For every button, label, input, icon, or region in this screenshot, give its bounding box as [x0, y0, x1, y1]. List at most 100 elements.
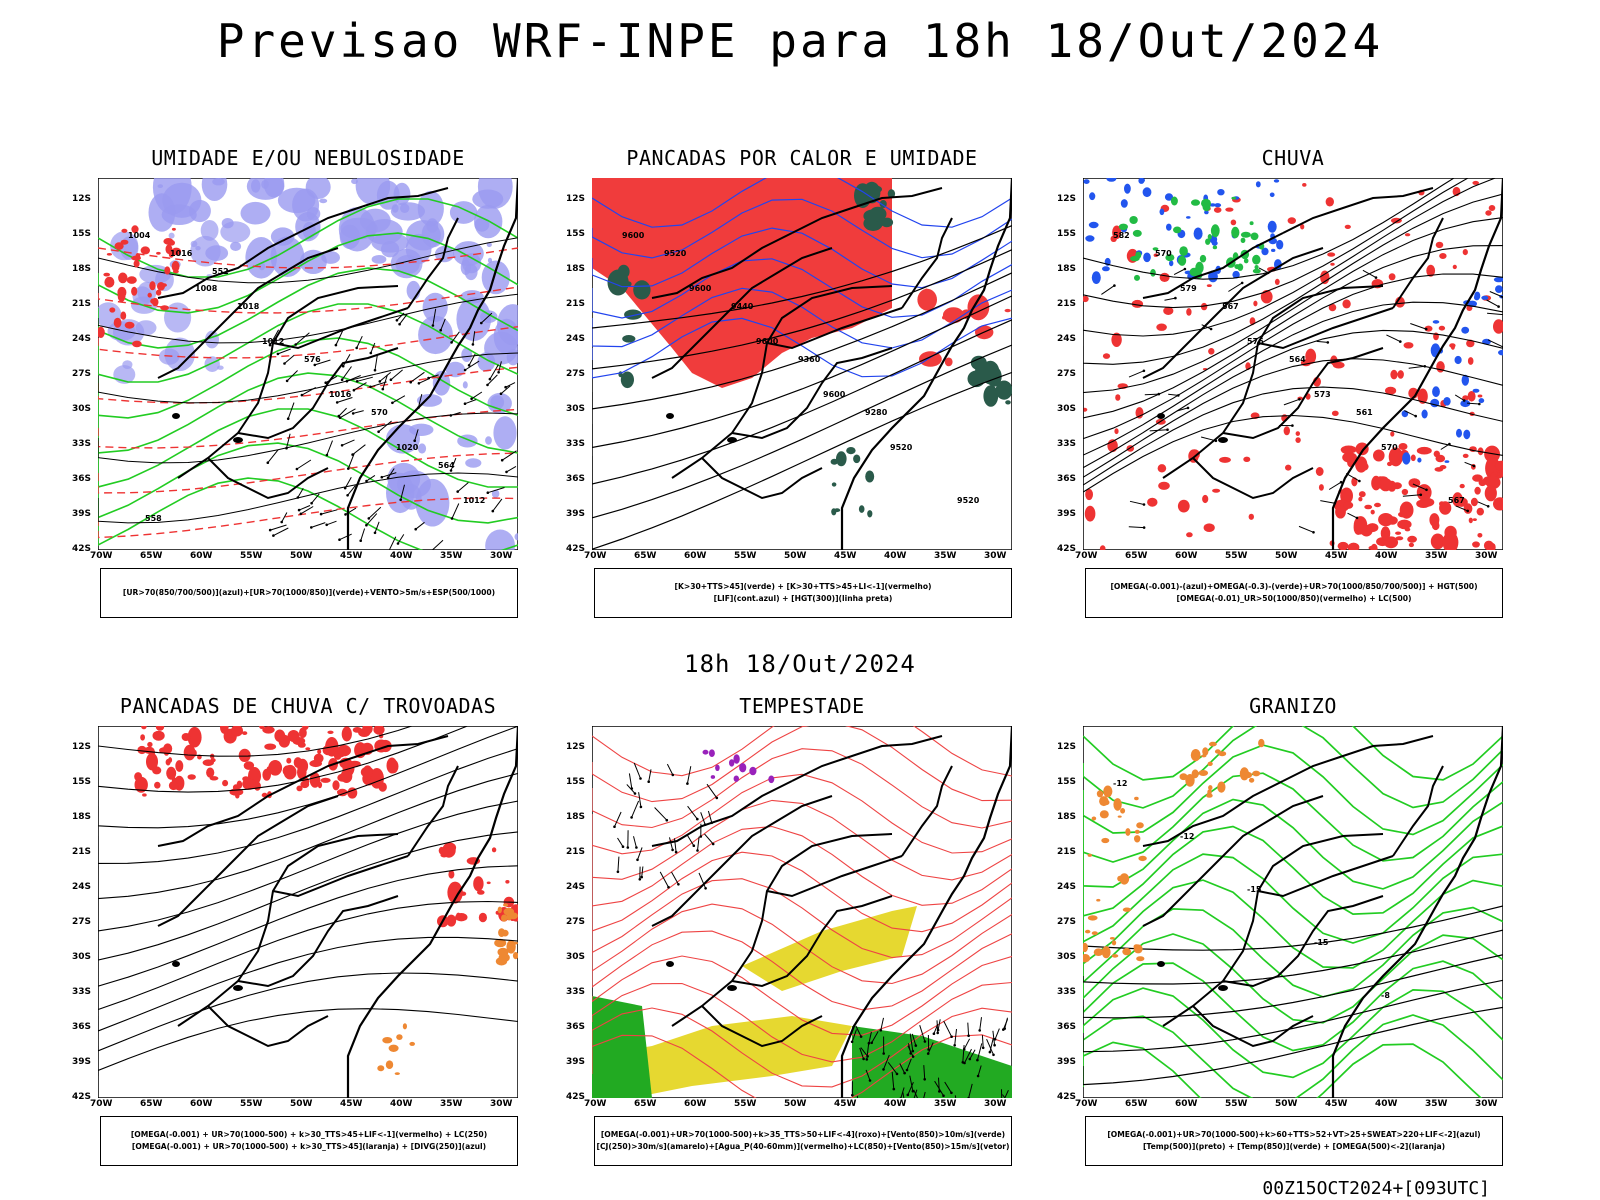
forecast-time-label: 18h 18/Out/2024 [684, 650, 916, 678]
contour-label: 1008 [195, 284, 218, 293]
lat-tick-label: 39S [566, 1057, 586, 1067]
lat-tick-label: 36S [72, 1022, 92, 1032]
lon-tick-label: 35W [440, 551, 463, 561]
contour-label: -15 [1247, 885, 1262, 894]
contour-label: 570 [1381, 443, 1398, 452]
contour-label: 9520 [890, 443, 913, 452]
lat-tick-label: 12S [1057, 194, 1077, 204]
lat-tick-label: 18S [72, 264, 92, 274]
lat-tick-label: 24S [566, 334, 586, 344]
lat-tick-label: 30S [72, 952, 92, 962]
lat-tick-label: 18S [1057, 812, 1077, 822]
forecast-map-2: 9600 9600 9600 9600 9520 9520 9520 9440 9360 9280 [592, 178, 1012, 550]
legend-line: [CJ(250)>30m/s](amarelo)+[Agua_P(40-60mm… [596, 1142, 1010, 1151]
lon-tick-label: 60W [684, 1099, 707, 1109]
lon-tick-label: 50W [290, 1099, 313, 1109]
lon-tick-label: 50W [1275, 551, 1298, 561]
map-canvas: -12 -12 -15 -15 -8 [1083, 726, 1503, 1098]
panel-title: PANCADAS DE CHUVA C/ TROVOADAS [119, 694, 497, 718]
lon-tick-label: 45W [834, 551, 857, 561]
contour-label: 570 [371, 408, 388, 417]
contour-label: 9600 [689, 284, 712, 293]
lat-tick-label: 36S [1057, 1022, 1077, 1032]
lat-tick-label: 15S [566, 229, 586, 239]
lat-tick-label: 39S [1057, 509, 1077, 519]
lon-tick-label: 55W [734, 1099, 757, 1109]
contour-label: 570 [1155, 249, 1172, 258]
lat-tick-label: 42S [72, 1092, 92, 1102]
lat-tick-label: 30S [1057, 404, 1077, 414]
lat-tick-label: 36S [566, 474, 586, 484]
lat-tick-label: 21S [72, 299, 92, 309]
lon-tick-label: 50W [290, 551, 313, 561]
lat-tick-label: 24S [566, 882, 586, 892]
contour-label: 567 [1448, 496, 1465, 505]
lon-tick-label: 30W [984, 551, 1007, 561]
map-canvas: 9600 9600 9600 9600 9520 9520 9520 9440 9360 9280 [592, 178, 1012, 550]
page-title: Previsao WRF-INPE para 18h 18/Out/2024 [216, 14, 1384, 68]
legend-box: [K>30+TTS>45](verde) + [K>30+TTS>45+LI<-… [594, 568, 1012, 618]
contour-label: 552 [212, 267, 229, 276]
lat-tick-label: 27S [1057, 917, 1077, 927]
lat-tick-label: 24S [72, 334, 92, 344]
contour-label: -15 [1314, 938, 1329, 947]
lat-tick-label: 33S [1057, 439, 1077, 449]
lat-tick-label: 12S [72, 742, 92, 752]
lon-tick-label: 45W [834, 1099, 857, 1109]
lon-tick-label: 30W [1475, 1099, 1498, 1109]
contour-label: 579 [1180, 284, 1197, 293]
map-canvas: 1004 1008 1012 1016 1020 1012 1016 1018 576 570 56… [98, 178, 518, 550]
lon-tick-label: 70W [584, 1099, 607, 1109]
legend-box: [OMEGA(-0.001)+UR>70(1000-500)+k>35_TTS>… [594, 1116, 1012, 1166]
lat-tick-label: 18S [72, 812, 92, 822]
lat-tick-label: 36S [1057, 474, 1077, 484]
lat-tick-label: 27S [72, 917, 92, 927]
map-canvas [592, 726, 1012, 1098]
lon-tick-label: 60W [1175, 551, 1198, 561]
panel-title: UMIDADE E/OU NEBULOSIDADE [151, 146, 465, 170]
lat-tick-label: 24S [72, 882, 92, 892]
lon-tick-label: 45W [1325, 551, 1348, 561]
lon-tick-label: 40W [884, 551, 907, 561]
lat-tick-label: 33S [72, 439, 92, 449]
lat-tick-label: 21S [566, 299, 586, 309]
lat-tick-label: 27S [566, 369, 586, 379]
legend-box: [OMEGA(-0.001)-(azul)+OMEGA(-0.3)-(verde… [1085, 568, 1503, 618]
lon-tick-label: 60W [1175, 1099, 1198, 1109]
lat-tick-label: 12S [1057, 742, 1077, 752]
legend-line: [K>30+TTS>45](verde) + [K>30+TTS>45+LI<-… [674, 582, 932, 591]
legend-line: [Temp(500)](preto) + [Temp(850)](verde) … [1142, 1142, 1446, 1151]
contour-label: 558 [145, 514, 162, 523]
contour-label: 9440 [731, 302, 754, 311]
lat-tick-label: 21S [1057, 299, 1077, 309]
lat-tick-label: 18S [566, 264, 586, 274]
contour-label: 1012 [463, 496, 485, 505]
forecast-map-6: -12 -12 -15 -15 -8 [1083, 726, 1503, 1098]
lat-tick-label: 42S [1057, 544, 1077, 554]
lat-tick-label: 15S [566, 777, 586, 787]
contour-label: 576 [304, 355, 321, 364]
lat-tick-label: 21S [72, 847, 92, 857]
map-canvas [98, 726, 518, 1098]
contour-label: 1016 [329, 390, 352, 399]
lat-tick-label: 27S [566, 917, 586, 927]
forecast-map-5 [592, 726, 1012, 1098]
contour-label: 1020 [396, 443, 419, 452]
map-canvas: 582 579 576 573 570 567 570 567 564 561 [1083, 178, 1503, 550]
lat-tick-label: 30S [566, 404, 586, 414]
forecast-map-4 [98, 726, 518, 1098]
lat-tick-label: 33S [1057, 987, 1077, 997]
lon-tick-label: 40W [1375, 551, 1398, 561]
lon-tick-label: 65W [1125, 551, 1148, 561]
lon-tick-label: 45W [340, 1099, 363, 1109]
lat-tick-label: 30S [566, 952, 586, 962]
lat-tick-label: 33S [566, 439, 586, 449]
legend-line: [OMEGA(-0.001) + UR>70(1000-500) + k>30_… [131, 1142, 487, 1151]
lon-tick-label: 40W [884, 1099, 907, 1109]
lon-tick-label: 60W [684, 551, 707, 561]
panel-title: CHUVA [1261, 146, 1325, 170]
legend-line: [OMEGA(-0.001)+UR>70(1000-500)+k>60+TTS>… [1107, 1130, 1481, 1139]
legend-line: [OMEGA(-0.001)+UR>70(1000-500)+k>35_TTS>… [600, 1130, 1006, 1139]
legend-line: [OMEGA(-0.001)-(azul)+OMEGA(-0.3)-(verde… [1110, 582, 1478, 591]
contour-label: 9280 [865, 408, 888, 417]
